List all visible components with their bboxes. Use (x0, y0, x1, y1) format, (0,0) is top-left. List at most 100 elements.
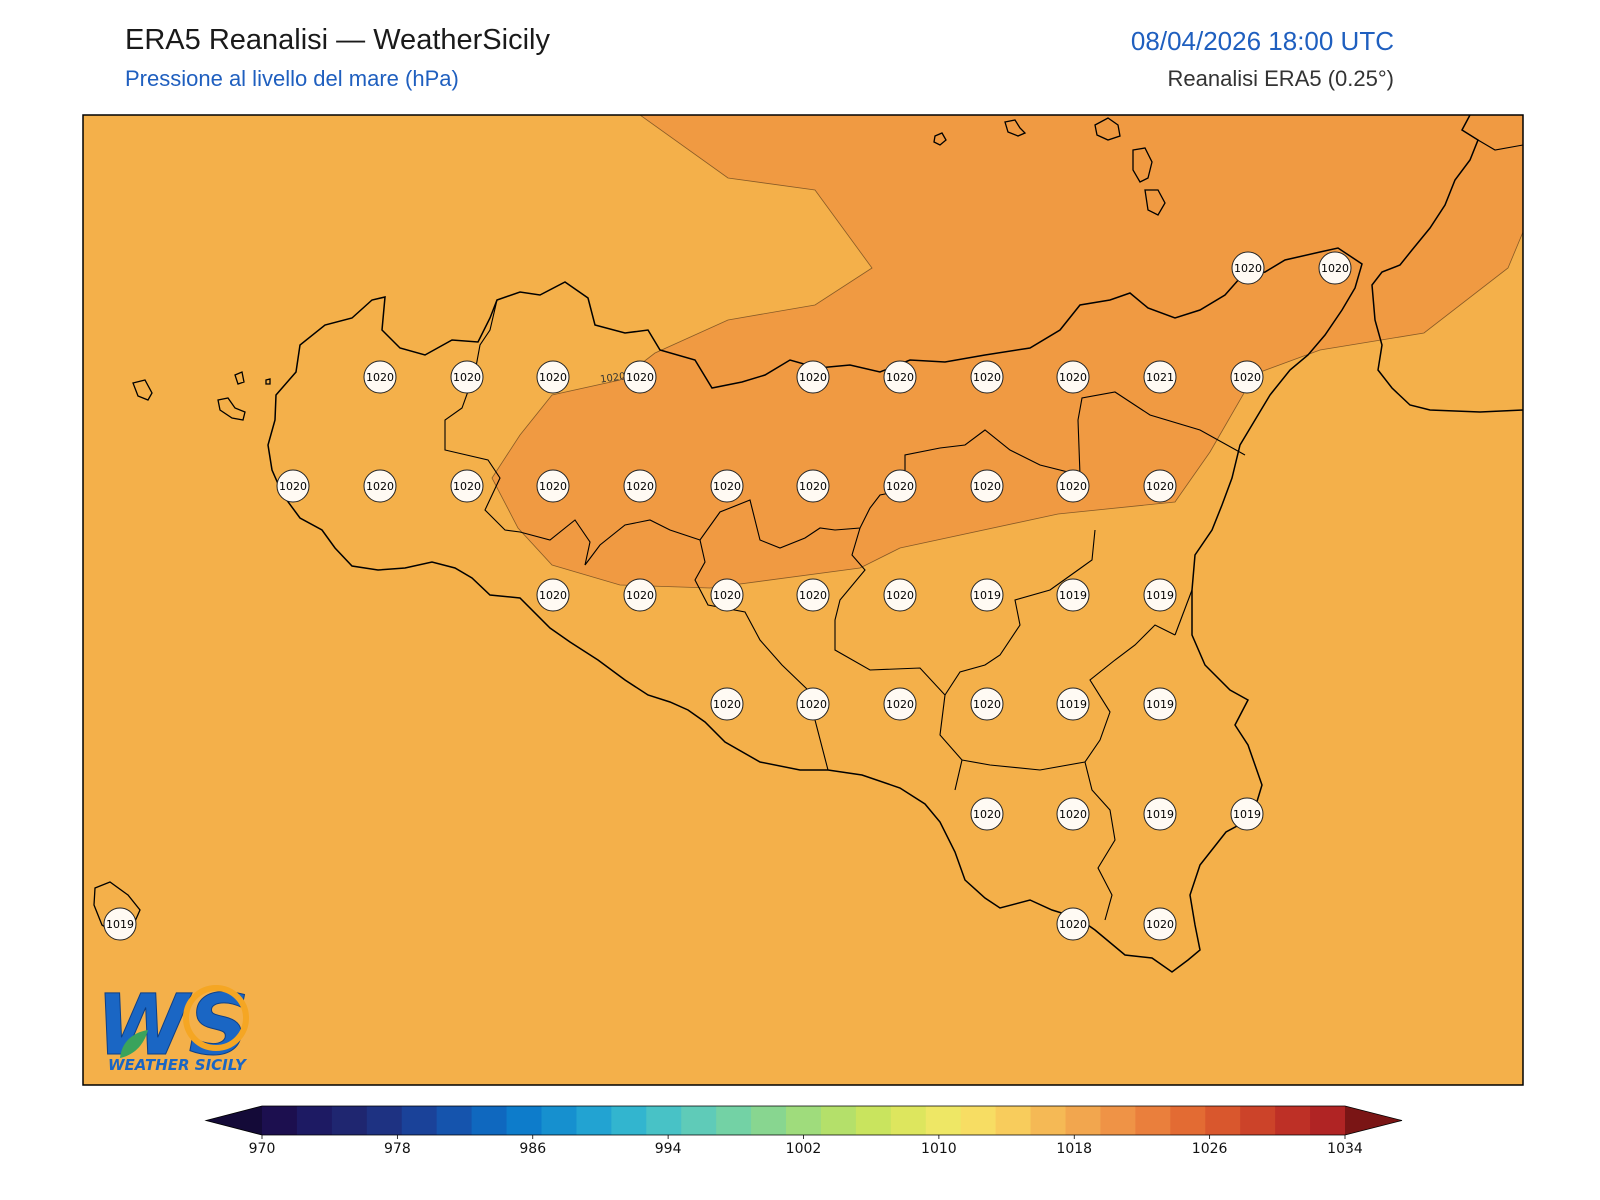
station-circle (1231, 251, 1265, 285)
colorbar-segment (925, 1106, 962, 1135)
egadi-islands (132, 371, 271, 421)
colorbar-tick-label: 978 (384, 1141, 411, 1157)
colorbar-segment (541, 1106, 577, 1135)
colorbar-segment (366, 1106, 403, 1135)
station-marker: 1019 (1230, 797, 1264, 831)
station-marker: 1020 (970, 469, 1004, 503)
station-marker: 1019 (1143, 578, 1177, 612)
station-value: 1020 (799, 480, 827, 493)
station-marker: 1020 (970, 360, 1004, 394)
weathersicily-logo: WS WEATHER SICILY (96, 976, 250, 1075)
colorbar-segment (1275, 1106, 1311, 1135)
station-value: 1020 (366, 480, 394, 493)
station-marker: 1020 (363, 360, 397, 394)
station-value: 1020 (1233, 371, 1261, 384)
calabria-border (1477, 139, 1523, 151)
station-marker: 1020 (1143, 907, 1177, 941)
station-value: 1020 (626, 371, 654, 384)
colorbar-segment (296, 1106, 333, 1135)
colorbar-tick-label: 994 (655, 1141, 682, 1157)
colorbar: 970 978 986 994 1002 1010 1018 1026 1034 (204, 1105, 1403, 1157)
station-circle (970, 360, 1004, 394)
contour-label-1020: 1020 (600, 371, 627, 385)
colorbar-segment (401, 1106, 438, 1135)
colorbar-segment (331, 1106, 368, 1135)
station-marker: 1020 (710, 687, 744, 721)
station-marker: 1020 (1056, 907, 1090, 941)
colorbar-tick-label: 970 (249, 1141, 276, 1157)
map-subtitle: Pressione al livello del mare (hPa) (125, 66, 459, 91)
station-marker: 1020 (623, 360, 657, 394)
station-marker: 1019 (1143, 687, 1177, 721)
station-marker: 1021 (1143, 360, 1177, 394)
station-circle (1143, 797, 1177, 831)
station-value: 1020 (973, 480, 1001, 493)
station-value: 1021 (1146, 371, 1174, 384)
station-marker: 1019 (970, 578, 1004, 612)
station-value: 1019 (973, 589, 1001, 602)
station-marker: 1020 (796, 360, 830, 394)
station-circle (536, 360, 570, 394)
station-value: 1020 (279, 480, 307, 493)
station-marker: 1019 (1056, 687, 1090, 721)
station-circle (363, 469, 397, 503)
station-marker: 1020 (883, 578, 917, 612)
colorbar-tick-label: 986 (519, 1141, 546, 1157)
colorbar-segment (1100, 1106, 1136, 1135)
station-circle (1056, 907, 1090, 941)
station-marker: 1020 (710, 469, 744, 503)
map-title: ERA5 Reanalisi — WeatherSicily (125, 24, 550, 56)
station-circle (536, 469, 570, 503)
station-value: 1020 (1059, 480, 1087, 493)
colorbar-segment (1030, 1106, 1067, 1135)
station-marker: 1020 (536, 360, 570, 394)
station-circle (1056, 687, 1090, 721)
logo-sun-icon (183, 985, 249, 1051)
colorbar-segment (681, 1106, 717, 1135)
colorbar-tick-label: 1034 (1327, 1141, 1363, 1157)
station-value: 1020 (713, 589, 741, 602)
station-marker: 1020 (1143, 469, 1177, 503)
station-value: 1020 (626, 480, 654, 493)
logo-name: WEATHER SICILY (108, 1056, 248, 1074)
station-circle (796, 469, 830, 503)
station-circle (883, 687, 917, 721)
station-circle (1143, 907, 1177, 941)
colorbar-tick-label: 1026 (1192, 1141, 1228, 1157)
map-frame (82, 114, 1524, 1086)
colorbar-segment (1205, 1106, 1241, 1135)
station-marker: 1020 (536, 578, 570, 612)
station-value: 1019 (1059, 589, 1087, 602)
colorbar-segment (1310, 1106, 1346, 1135)
station-value: 1020 (799, 371, 827, 384)
colorbar-segment (1170, 1106, 1206, 1135)
station-circle (450, 360, 484, 394)
station-circle (1056, 469, 1090, 503)
station-circle (970, 578, 1004, 612)
station-marker: 1020 (796, 469, 830, 503)
station-value: 1020 (1059, 371, 1087, 384)
station-value: 1020 (366, 371, 394, 384)
station-marker: 1019 (1143, 797, 1177, 831)
station-marker: 1020 (1056, 797, 1090, 831)
colorbar-segment (436, 1106, 473, 1135)
station-value: 1019 (1146, 698, 1174, 711)
station-marker: 1020 (710, 578, 744, 612)
station-circle (970, 687, 1004, 721)
station-value: 1020 (973, 371, 1001, 384)
colorbar-segment (751, 1106, 787, 1135)
station-circle (1056, 578, 1090, 612)
station-marker: 1020 (536, 469, 570, 503)
station-value: 1020 (539, 480, 567, 493)
map-area: 1020 (83, 115, 1523, 1085)
station-circle (970, 469, 1004, 503)
colorbar-segment (820, 1106, 857, 1135)
station-circle (710, 578, 744, 612)
station-value: 1019 (1146, 589, 1174, 602)
station-circle (1143, 687, 1177, 721)
province-borders (444, 299, 1246, 921)
station-circle (710, 687, 744, 721)
colorbar-segment (786, 1106, 822, 1135)
colorbar-segment (506, 1106, 542, 1135)
station-marker: 1020 (276, 469, 310, 503)
